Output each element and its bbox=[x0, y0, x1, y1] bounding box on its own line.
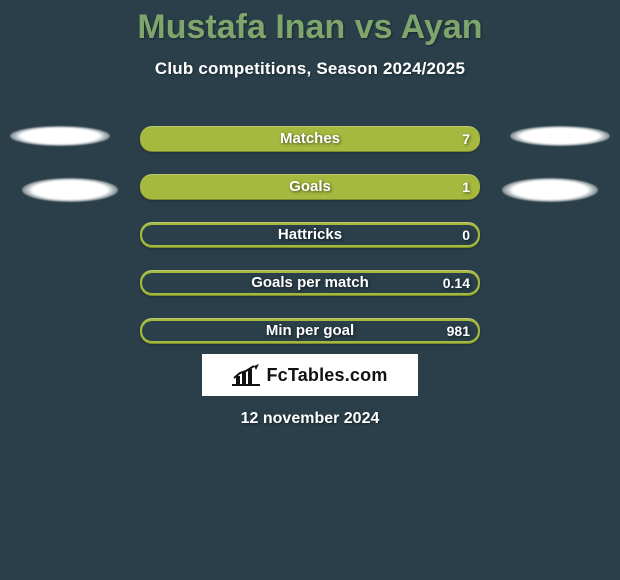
stat-row-label: Min per goal bbox=[140, 319, 480, 343]
stat-row: Goals1 bbox=[140, 174, 480, 200]
stat-row-label: Matches bbox=[140, 127, 480, 151]
subtitle: Club competitions, Season 2024/2025 bbox=[0, 59, 620, 79]
stat-row: Min per goal981 bbox=[140, 318, 480, 344]
brand-badge[interactable]: FcTables.com bbox=[202, 354, 418, 396]
stat-row-label: Goals bbox=[140, 175, 480, 199]
stat-row-label: Hattricks bbox=[140, 223, 480, 247]
decorative-ellipse bbox=[10, 126, 110, 146]
chart-icon bbox=[232, 364, 260, 386]
page-title: Mustafa Inan vs Ayan bbox=[0, 0, 620, 47]
stat-row-value: 0.14 bbox=[443, 271, 470, 295]
decorative-ellipse bbox=[510, 126, 610, 146]
stat-row-value: 981 bbox=[447, 319, 470, 343]
stat-row-value: 7 bbox=[462, 127, 470, 151]
stats-card: Mustafa Inan vs Ayan Club competitions, … bbox=[0, 0, 620, 580]
date-label: 12 november 2024 bbox=[0, 410, 620, 428]
stat-row-value: 0 bbox=[462, 223, 470, 247]
stats-list: Matches7Goals1Hattricks0Goals per match0… bbox=[140, 126, 480, 366]
stat-row: Matches7 bbox=[140, 126, 480, 152]
brand-label: FcTables.com bbox=[266, 365, 387, 386]
decorative-ellipse bbox=[22, 178, 118, 202]
stat-row-label: Goals per match bbox=[140, 271, 480, 295]
stat-row-value: 1 bbox=[462, 175, 470, 199]
decorative-ellipse bbox=[502, 178, 598, 202]
stat-row: Hattricks0 bbox=[140, 222, 480, 248]
stat-row: Goals per match0.14 bbox=[140, 270, 480, 296]
